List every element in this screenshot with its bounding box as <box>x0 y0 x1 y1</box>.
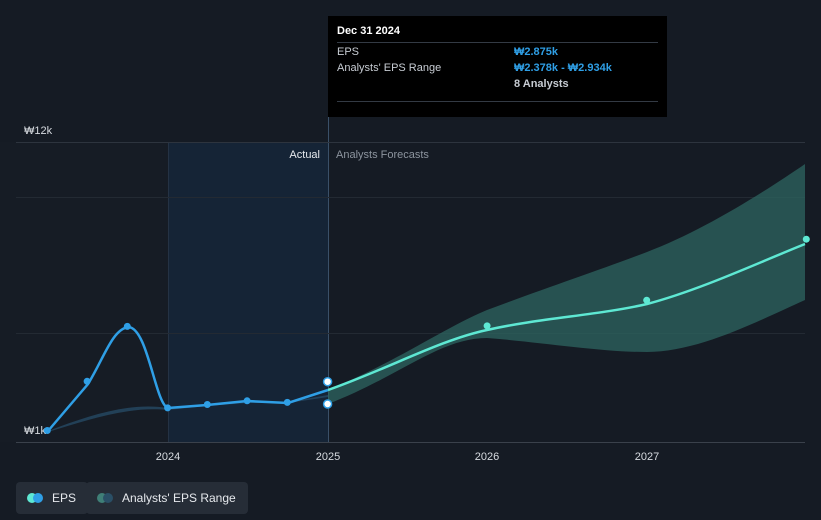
tooltip-date: Dec 31 2024 <box>337 25 400 37</box>
eps-forecast-line <box>327 242 806 392</box>
x-tick-2027: 2027 <box>635 451 659 463</box>
eps-actual-point <box>43 427 51 434</box>
tooltip-analysts-row: 8 Analysts <box>337 76 658 92</box>
eps-actual-point <box>123 322 131 330</box>
tooltip-range-label: Analysts' EPS Range <box>337 62 442 74</box>
legend-eps-label: EPS <box>52 491 77 505</box>
analysts-eps-range-band <box>328 164 805 404</box>
eps-legend-swatch-icon <box>27 493 43 503</box>
highlight-region <box>168 142 328 442</box>
x-tick-2024: 2024 <box>156 451 180 463</box>
forecast-region-label: Analysts Forecasts <box>336 149 429 161</box>
tooltip-analysts-count: 8 Analysts <box>514 78 569 90</box>
past-shade <box>0 142 168 442</box>
legend-range-label: Analysts' EPS Range <box>122 491 236 505</box>
legend-eps[interactable]: EPS <box>16 482 89 514</box>
x-tick-2025: 2025 <box>316 451 340 463</box>
tooltip-range-value: ₩2.378k - ₩2.934k <box>514 62 612 74</box>
eps-range-low-marker <box>322 399 333 409</box>
tooltip-eps-value: ₩2.875k <box>514 45 559 58</box>
legend-analysts-eps-range[interactable]: Analysts' EPS Range <box>86 482 248 514</box>
eps-forecast-point <box>643 296 651 304</box>
data-tooltip: Dec 31 2024 EPS ₩2.875k Analysts' EPS Ra… <box>328 16 667 117</box>
eps-actual-point <box>83 377 91 385</box>
tooltip-eps-label: EPS <box>337 45 360 58</box>
actual-region-label: Actual <box>289 149 320 161</box>
x-tick-2026: 2026 <box>475 451 499 463</box>
tooltip-divider <box>337 101 658 102</box>
range-legend-swatch-icon <box>97 493 113 503</box>
eps-forecast-point <box>483 322 491 330</box>
tooltip-eps-row: EPS ₩2.875k <box>337 42 658 60</box>
eps-actual-point <box>322 376 333 387</box>
eps-actual-point <box>164 404 172 412</box>
eps-actual-point <box>203 401 211 408</box>
eps-past-range-band <box>48 395 328 432</box>
eps-forecast-point <box>802 235 810 243</box>
tooltip-range-row: Analysts' EPS Range ₩2.378k - ₩2.934k <box>337 60 658 76</box>
y-axis-bottom-label: ₩1k <box>24 425 47 437</box>
eps-actual-point <box>283 398 291 406</box>
y-axis-top-label: ₩12k <box>24 125 53 137</box>
eps-actual-point <box>243 397 251 405</box>
